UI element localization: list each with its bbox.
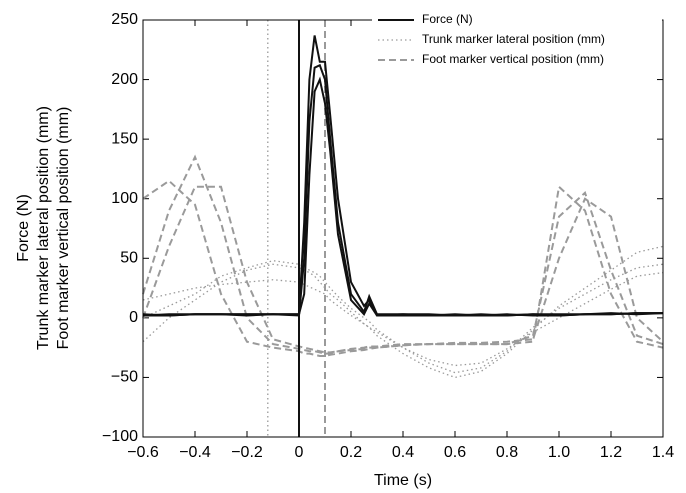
trial-line <box>142 76 663 317</box>
x-tick-label: 1.2 <box>600 444 622 461</box>
legend-box <box>372 10 662 76</box>
legend-label: Foot marker vertical position (mm) <box>422 52 604 66</box>
y-axis-label: Force (N) Trunk marker lateral position … <box>15 106 72 350</box>
y-tick-label: 100 <box>111 190 138 207</box>
trial-line <box>142 35 663 317</box>
plot-frame <box>142 19 664 438</box>
y-tick-label: −50 <box>111 369 138 386</box>
legend: Force (N) Trunk marker lateral position (… <box>372 10 662 76</box>
trial-line <box>142 154 664 355</box>
y-tick-label: −100 <box>102 428 138 445</box>
x-tick-label: 0.2 <box>340 444 362 461</box>
x-tick-label: 1.4 <box>652 444 674 461</box>
x-tick-label: 0 <box>295 444 304 461</box>
y-axis-label-line: Foot marker vertical position (mm) <box>55 107 72 350</box>
x-tick-label: 0.6 <box>444 444 466 461</box>
x-tick-label: −0.4 <box>179 444 211 461</box>
x-axis-label: Time (s) <box>374 472 432 489</box>
trial-line <box>142 271 664 367</box>
trial-line <box>142 179 664 357</box>
x-tick-label: 0.4 <box>392 444 414 461</box>
trial-line <box>142 260 664 374</box>
x-tick-label: −0.6 <box>127 444 159 461</box>
y-axis-label-line: Trunk marker lateral position (mm) <box>35 106 52 350</box>
trial-line <box>142 245 664 379</box>
x-tick-label: 1.0 <box>548 444 570 461</box>
trial-line <box>142 185 664 354</box>
y-tick-label: 250 <box>111 11 138 28</box>
y-tick-label: 200 <box>111 71 138 88</box>
x-tick-label: −0.2 <box>231 444 263 461</box>
y-axis-label-line: Force (N) <box>15 194 32 262</box>
x-tick-label: 0.8 <box>496 444 518 461</box>
y-tick-label: 50 <box>120 250 138 267</box>
y-tick-label: 150 <box>111 130 138 147</box>
y-tick-label: 0 <box>129 309 138 326</box>
legend-label: Force (N) <box>422 12 473 26</box>
legend-label: Trunk marker lateral position (mm) <box>422 32 605 46</box>
